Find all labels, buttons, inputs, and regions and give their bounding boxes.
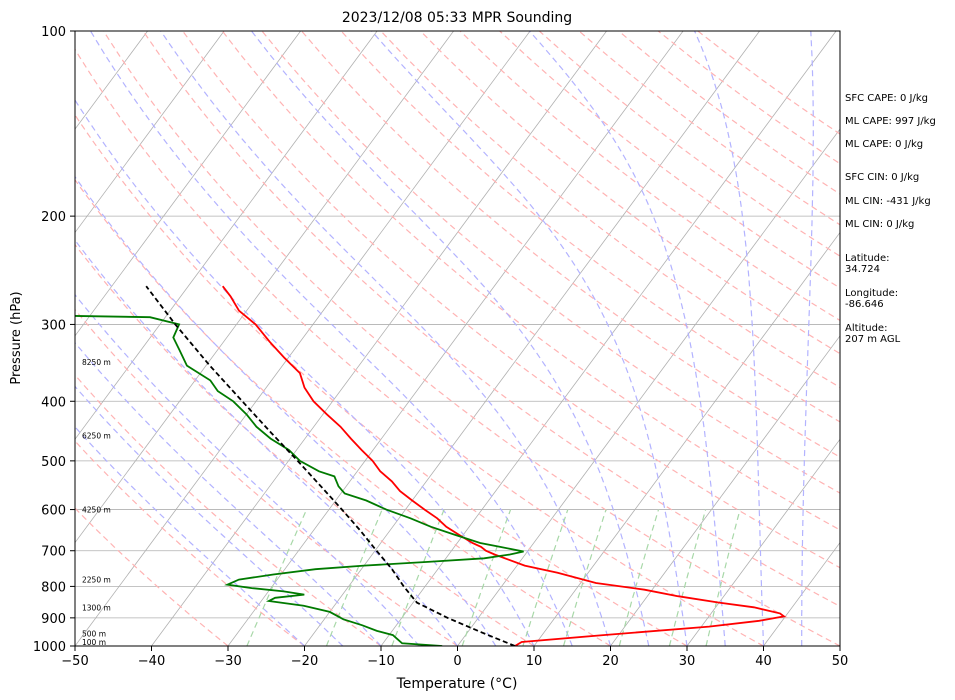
height-label: 4250 m bbox=[82, 506, 111, 515]
dry-adiabat-line bbox=[75, 308, 458, 646]
dry-adiabat-line bbox=[75, 243, 535, 646]
x-tick-label: −30 bbox=[214, 654, 241, 669]
isotherm-line bbox=[380, 31, 837, 646]
height-label: 6250 m bbox=[82, 432, 111, 441]
isotherm-line bbox=[227, 31, 684, 646]
dry-adiabat-line bbox=[102, 31, 840, 646]
dry-adiabat-line bbox=[420, 31, 840, 355]
x-tick-label: 50 bbox=[832, 654, 849, 669]
mixing-ratio-line bbox=[668, 509, 707, 646]
temperature-profile-line bbox=[221, 285, 787, 646]
latitude-label: Latitude: 34.724 bbox=[845, 253, 890, 275]
dry-adiabat-line bbox=[75, 113, 688, 646]
dry-adiabat-line bbox=[75, 440, 305, 646]
y-tick-label: 600 bbox=[41, 504, 66, 519]
height-label: 1300 m bbox=[82, 603, 111, 612]
altitude-label: Altitude: 207 m AGL bbox=[845, 323, 901, 345]
moist-adiabat-line bbox=[160, 31, 612, 646]
height-label: 500 m bbox=[82, 630, 106, 639]
mixing-ratio-line bbox=[562, 509, 607, 646]
y-tick-label: 700 bbox=[41, 545, 66, 560]
y-tick-label: 200 bbox=[41, 210, 66, 225]
x-tick-label: −50 bbox=[61, 654, 88, 669]
height-label: 100 m bbox=[82, 638, 106, 647]
isotherm-line bbox=[75, 31, 225, 234]
x-tick-label: 40 bbox=[755, 654, 772, 669]
isotherm-line bbox=[686, 438, 840, 646]
y-tick-label: 400 bbox=[41, 395, 66, 410]
isotherm-line bbox=[151, 31, 607, 646]
moist-adiabat-line bbox=[75, 99, 535, 646]
x-tick-label: 10 bbox=[526, 654, 543, 669]
dry-adiabat-line bbox=[182, 31, 840, 569]
isotherm-line bbox=[304, 31, 760, 646]
x-tick-label: 20 bbox=[602, 654, 619, 669]
chart-title: 2023/12/08 05:33 MPR Sounding bbox=[342, 10, 572, 26]
moist-adiabat-line bbox=[89, 31, 573, 646]
y-tick-label: 800 bbox=[41, 580, 66, 595]
dry-adiabat-line bbox=[142, 31, 840, 608]
moist-adiabat-line bbox=[801, 31, 814, 646]
ml-cin-label: ML CIN: -431 J/kg bbox=[845, 196, 931, 207]
isotherm-line bbox=[75, 31, 454, 544]
mixing-ratio-line bbox=[391, 509, 445, 646]
axes: −50 −40 −30 −20 −10 0 10 20 30 40 50 1000 900 800 700 6… bbox=[33, 25, 848, 669]
y-tick-label: 500 bbox=[41, 455, 66, 470]
y-axis-label: Pressure (hPa) bbox=[9, 291, 24, 384]
dry-adiabat-line bbox=[221, 31, 840, 531]
parcel-profile-line bbox=[145, 285, 516, 646]
ml-cin-label-2: ML CIN: 0 J/kg bbox=[845, 219, 915, 230]
dewpoint-profile-line bbox=[75, 315, 524, 646]
series-lines bbox=[75, 285, 787, 646]
isotherm-line bbox=[533, 231, 840, 646]
y-tick-label: 900 bbox=[41, 612, 66, 627]
y-tick-label: 100 bbox=[41, 25, 66, 40]
x-tick-label: −10 bbox=[367, 654, 394, 669]
ml-cape-label: ML CAPE: 997 J/kg bbox=[845, 116, 936, 127]
dry-adiabat-line bbox=[75, 48, 764, 646]
isotherm-line bbox=[457, 128, 840, 646]
x-tick-label: −40 bbox=[138, 654, 165, 669]
x-tick-label: −20 bbox=[291, 654, 318, 669]
isotherm-line bbox=[610, 335, 840, 646]
isotherm-line bbox=[75, 31, 378, 440]
moist-adiabat-line bbox=[75, 175, 497, 646]
dry-adiabat-line bbox=[75, 178, 611, 646]
mixing-ratio-line bbox=[618, 509, 660, 646]
y-tick-label: 300 bbox=[41, 318, 66, 333]
x-tick-label: 30 bbox=[679, 654, 696, 669]
mixing-ratio-line bbox=[461, 509, 512, 646]
moist-adiabat-line bbox=[75, 426, 305, 646]
dry-adiabat-line bbox=[261, 31, 840, 494]
background-lines bbox=[75, 31, 840, 646]
sfc-cin-label: SFC CIN: 0 J/kg bbox=[845, 172, 920, 183]
moist-adiabat-line bbox=[251, 31, 650, 646]
mixing-ratio-line bbox=[522, 509, 569, 646]
mixing-ratio-line bbox=[325, 509, 383, 646]
mixing-ratio-line bbox=[246, 509, 308, 646]
x-axis-label: Temperature (°C) bbox=[396, 676, 518, 692]
dry-adiabat-line bbox=[340, 31, 840, 423]
moist-adiabat-line bbox=[75, 385, 344, 646]
isotherm-line bbox=[75, 31, 301, 337]
height-label: 2250 m bbox=[82, 576, 111, 585]
x-tick-label: 0 bbox=[453, 654, 461, 669]
isotherm-line bbox=[763, 541, 840, 646]
y-tick-label: 1000 bbox=[33, 640, 66, 655]
mixing-ratio-line bbox=[705, 509, 741, 646]
longitude-label: Longitude: -86.646 bbox=[845, 288, 899, 310]
moist-adiabat-line bbox=[694, 31, 765, 646]
moist-adiabat-line bbox=[75, 239, 458, 646]
height-label: 8250 m bbox=[82, 358, 111, 367]
moist-adiabat-line bbox=[75, 341, 382, 646]
dry-adiabat-line bbox=[75, 374, 382, 646]
dry-adiabat-line bbox=[380, 31, 840, 389]
ml-cape-label-2: ML CAPE: 0 J/kg bbox=[845, 139, 924, 150]
sfc-cape-label: SFC CAPE: 0 J/kg bbox=[845, 93, 928, 104]
isotherm-line bbox=[75, 31, 531, 646]
